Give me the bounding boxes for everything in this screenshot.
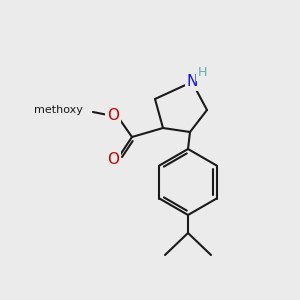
Text: O: O <box>107 152 119 167</box>
Text: methoxy: methoxy <box>34 105 83 115</box>
Text: N: N <box>186 74 198 89</box>
Text: O: O <box>107 107 119 122</box>
Text: H: H <box>197 67 207 80</box>
